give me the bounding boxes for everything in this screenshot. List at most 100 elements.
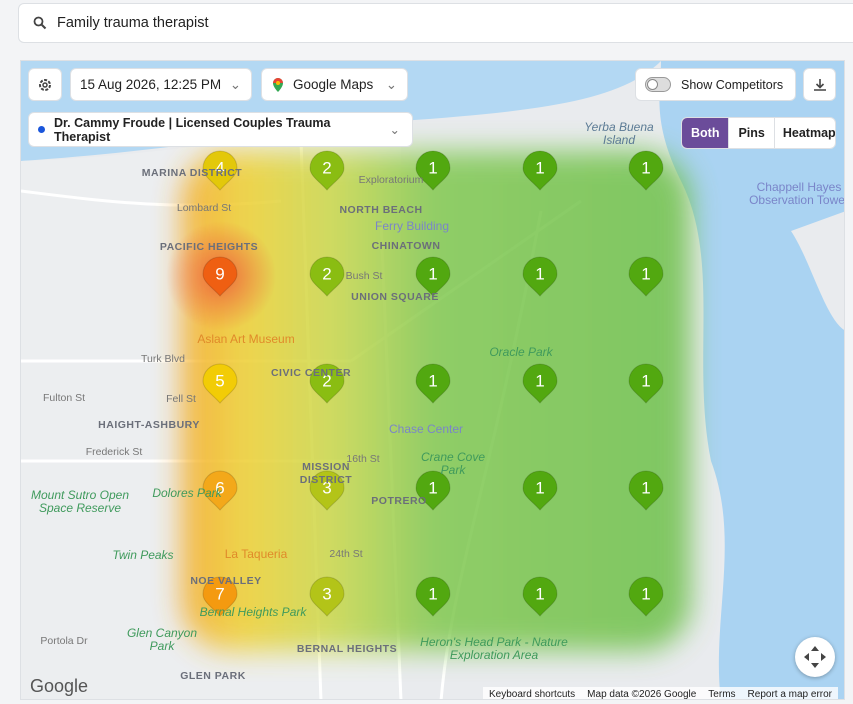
rank-number: 1 xyxy=(535,371,544,390)
map-label: Ferry Building xyxy=(374,219,450,233)
rank-pin[interactable] xyxy=(202,363,238,404)
map-label: Bernal Heights Park xyxy=(199,605,307,619)
rank-pin[interactable] xyxy=(309,363,345,404)
search-bar[interactable]: Family trauma therapist xyxy=(18,3,853,43)
provider-dropdown[interactable]: Google Maps ⌄ xyxy=(261,68,408,101)
rank-number: 2 xyxy=(322,158,331,177)
map-label: GLEN PARK xyxy=(180,670,246,682)
map-label: Dolores Park xyxy=(152,486,222,500)
map-label: PACIFIC HEIGHTS xyxy=(159,241,259,253)
rank-number: 1 xyxy=(428,264,437,283)
rank-pin[interactable] xyxy=(415,363,451,404)
rank-number: 2 xyxy=(322,264,331,283)
map-label: Chappell Hayes Observation Tower xyxy=(749,180,845,207)
rank-number: 1 xyxy=(641,478,650,497)
toggle-switch xyxy=(645,77,671,92)
rank-pin[interactable] xyxy=(415,256,451,297)
rank-pin[interactable] xyxy=(628,363,664,404)
map-footer-link[interactable]: Map data ©2026 Google xyxy=(587,688,697,700)
business-dropdown[interactable]: Dr. Cammy Froude | Licensed Couples Trau… xyxy=(28,112,413,147)
map-canvas: 4 2 1 1 19 2 1 1 15 2 1 1 16 3 1 1 17 3 1 1 1 xyxy=(21,61,844,699)
rank-pin[interactable] xyxy=(309,470,345,511)
rank-pin[interactable] xyxy=(628,150,664,191)
business-dot xyxy=(38,126,45,133)
map-label: NORTH BEACH xyxy=(339,204,423,216)
rank-pin[interactable] xyxy=(628,576,664,617)
map-label: Fell St xyxy=(166,393,196,405)
map-label: Portola Dr xyxy=(40,635,88,647)
date-text: 15 Aug 2026, 12:25 PM xyxy=(80,77,222,92)
view-switch: Both Pins Heatmap xyxy=(681,117,836,149)
map-label: Fulton St xyxy=(42,392,86,404)
map-label: Frederick St xyxy=(85,446,143,458)
map-footer-link[interactable]: Report a map error xyxy=(747,688,833,700)
map-label: Bush St xyxy=(345,270,383,282)
rank-pin[interactable] xyxy=(415,150,451,191)
rank-pin[interactable] xyxy=(415,576,451,617)
rank-pin[interactable] xyxy=(628,470,664,511)
rank-number: 1 xyxy=(428,158,437,177)
map-footer-link[interactable]: Terms xyxy=(708,688,736,700)
map-label: Glen Canyon Park xyxy=(126,626,198,653)
view-option[interactable]: Pins xyxy=(728,118,773,148)
map-label: NOE VALLEY xyxy=(190,575,262,587)
maps-icon xyxy=(273,77,283,92)
water xyxy=(659,61,844,699)
map-label: La Taqueria xyxy=(224,547,288,561)
map-label: Heron's Head Park - Nature Exploration A… xyxy=(420,635,568,662)
rank-number: 1 xyxy=(641,264,650,283)
gear-icon xyxy=(39,78,51,91)
rank-pin[interactable] xyxy=(202,256,238,297)
map-label: Twin Peaks xyxy=(112,548,174,562)
date-dropdown[interactable]: 15 Aug 2026, 12:25 PM ⌄ xyxy=(70,68,252,101)
map-label: Exploratorium xyxy=(358,174,424,186)
rank-pin[interactable] xyxy=(309,256,345,297)
rank-number: 1 xyxy=(641,584,650,603)
settings-button[interactable] xyxy=(28,68,62,101)
map-footer-link[interactable]: Keyboard shortcuts xyxy=(489,688,576,700)
rank-pin[interactable] xyxy=(522,363,558,404)
land xyxy=(791,211,844,330)
map-label: HAIGHT-ASHBURY xyxy=(98,419,200,431)
recenter-icon xyxy=(804,646,826,668)
chevron: ⌄ xyxy=(385,76,397,92)
map-label: Lombard St xyxy=(176,202,232,214)
map-label: 16th St xyxy=(346,453,380,465)
rank-pin[interactable] xyxy=(522,470,558,511)
rank-pin[interactable] xyxy=(202,470,238,511)
rank-number: 1 xyxy=(428,584,437,603)
map-label: Aslan Art Museum xyxy=(197,332,295,346)
view-option[interactable]: Both xyxy=(682,118,729,148)
rank-pin[interactable] xyxy=(522,150,558,191)
recenter-button[interactable] xyxy=(795,637,835,677)
view-option[interactable]: Heatmap xyxy=(773,118,835,148)
rank-pin[interactable] xyxy=(202,150,238,191)
rank-number: 1 xyxy=(535,158,544,177)
rank-number: 6 xyxy=(215,478,224,497)
download-button[interactable] xyxy=(803,68,836,101)
rank-pin[interactable] xyxy=(522,576,558,617)
competitors-text: Show Competitors xyxy=(681,77,784,92)
rank-number: 1 xyxy=(641,371,650,390)
map-label: MISSION DISTRICT xyxy=(299,461,353,486)
rank-pin[interactable] xyxy=(522,256,558,297)
map-label: UNION SQUARE xyxy=(351,291,439,303)
rank-number: 3 xyxy=(322,584,331,603)
map-label: Yerba Buena Island xyxy=(584,120,654,147)
map-label: Oracle Park xyxy=(489,345,553,359)
rank-pin[interactable] xyxy=(628,256,664,297)
download-icon xyxy=(813,78,826,91)
rank-pin[interactable] xyxy=(202,576,238,617)
search-query: Family trauma therapist xyxy=(57,15,209,31)
rank-pin[interactable] xyxy=(415,470,451,511)
rank-pin[interactable] xyxy=(309,576,345,617)
competitors-toggle[interactable]: Show Competitors xyxy=(635,68,796,101)
rank-number: 1 xyxy=(535,478,544,497)
chevron: ⌄ xyxy=(229,76,241,92)
rank-number: 7 xyxy=(215,584,224,603)
map-label: CIVIC CENTER xyxy=(270,367,352,379)
rank-pin[interactable] xyxy=(309,150,345,191)
map-label: BERNAL HEIGHTS xyxy=(296,643,398,655)
